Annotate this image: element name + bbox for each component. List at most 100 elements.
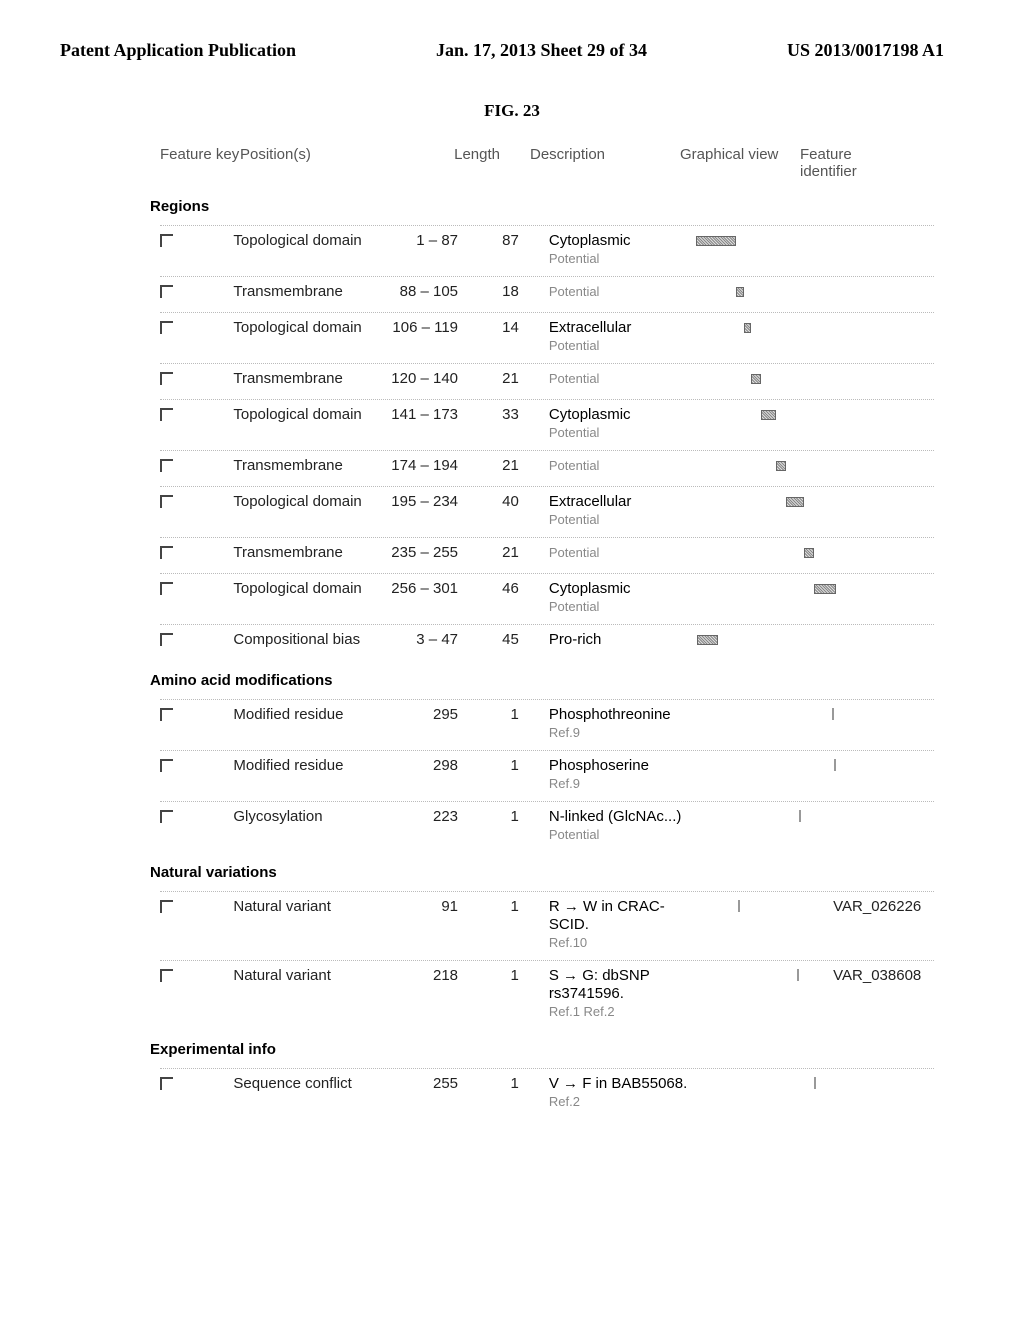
table-row: Natural variant2181S → G: dbSNP rs374159…: [160, 960, 934, 1029]
graphical-view-cell: [696, 232, 834, 246]
row-checkbox[interactable]: [160, 457, 233, 476]
desc-sub: Ref.2: [549, 1094, 580, 1109]
length-value: 45: [473, 631, 529, 648]
position-value: 195 – 234: [380, 493, 473, 510]
checkbox-icon: [160, 495, 173, 508]
col-position: Position(s): [240, 146, 400, 180]
length-value: 21: [473, 457, 529, 474]
desc-main: Pro-rich: [549, 631, 602, 648]
region-bar: [697, 635, 718, 645]
table-row: Topological domain1 – 8787CytoplasmicPot…: [160, 225, 934, 276]
graphical-view-cell: [696, 757, 834, 771]
row-checkbox[interactable]: [160, 757, 233, 776]
table-row: Modified residue2981PhosphoserineRef.9: [160, 750, 934, 801]
row-checkbox[interactable]: [160, 967, 233, 986]
row-checkbox[interactable]: [160, 544, 233, 563]
region-bar: [751, 374, 761, 384]
length-value: 1: [473, 967, 529, 984]
length-value: 21: [473, 370, 529, 387]
region-bar: [804, 548, 814, 558]
figure-title: FIG. 23: [30, 101, 994, 121]
feature-name: Modified residue: [233, 706, 380, 723]
position-value: 141 – 173: [380, 406, 473, 423]
row-checkbox[interactable]: [160, 406, 233, 425]
row-checkbox[interactable]: [160, 808, 233, 827]
checkbox-icon: [160, 633, 173, 646]
description-cell: Pro-rich: [529, 631, 696, 649]
checkbox-icon: [160, 582, 173, 595]
description-cell: S → G: dbSNP rs3741596.Ref.1 Ref.2: [529, 967, 696, 1021]
feature-table: Feature key Position(s) Length Descripti…: [30, 146, 994, 1119]
feature-name: Glycosylation: [233, 808, 380, 825]
row-checkbox[interactable]: [160, 898, 233, 917]
row-checkbox[interactable]: [160, 580, 233, 599]
position-value: 1 – 87: [380, 232, 473, 249]
table-row: Glycosylation2231 N-linked (GlcNAc...) Pot…: [160, 801, 934, 852]
table-row: Transmembrane235 – 25521Potential: [160, 537, 934, 573]
region-bar: [736, 287, 744, 297]
desc-main: Phosphothreonine: [549, 706, 671, 723]
desc-main: Cytoplasmic: [549, 406, 631, 423]
col-description: Description: [500, 146, 660, 180]
graphical-view-cell: [696, 283, 834, 297]
graphical-view-cell: [696, 967, 834, 981]
desc-sub: Potential: [549, 425, 600, 440]
desc-sub: Ref.10: [549, 935, 587, 950]
row-checkbox[interactable]: [160, 319, 233, 338]
desc-main: N-linked (GlcNAc...): [549, 808, 682, 825]
graphical-view-cell: [696, 1075, 834, 1089]
column-headers: Feature key Position(s) Length Descripti…: [160, 146, 934, 180]
row-checkbox[interactable]: [160, 370, 233, 389]
desc-sub: Potential: [549, 458, 600, 473]
desc-sub: Potential: [549, 251, 600, 266]
graphical-view-cell: [696, 898, 834, 912]
row-checkbox[interactable]: [160, 1075, 233, 1094]
position-value: 235 – 255: [380, 544, 473, 561]
desc-sub: Potential: [549, 827, 600, 842]
length-value: 46: [473, 580, 529, 597]
row-checkbox[interactable]: [160, 232, 233, 251]
row-checkbox[interactable]: [160, 706, 233, 725]
feature-name: Sequence conflict: [233, 1075, 380, 1092]
row-checkbox[interactable]: [160, 283, 233, 302]
feature-name: Compositional bias: [233, 631, 380, 648]
desc-main: Phosphoserine: [549, 757, 649, 774]
checkbox-icon: [160, 708, 173, 721]
description-cell: CytoplasmicPotential: [529, 232, 696, 268]
row-checkbox[interactable]: [160, 631, 233, 650]
description-cell: R → W in CRAC-SCID. Ref.10: [529, 898, 696, 952]
region-bar: [814, 584, 836, 594]
position-tick: [738, 900, 740, 912]
col-feature-identifier: Feature identifier: [800, 146, 900, 180]
table-row: Modified residue2951PhosphothreonineRef.…: [160, 699, 934, 750]
checkbox-icon: [160, 810, 173, 823]
description-cell: ExtracellularPotential: [529, 319, 696, 355]
feature-name: Topological domain: [233, 406, 380, 423]
desc-sub: Potential: [549, 371, 600, 386]
position-value: 91: [380, 898, 473, 915]
table-row: Topological domain106 – 11914Extracellul…: [160, 312, 934, 363]
checkbox-icon: [160, 234, 173, 247]
position-value: 174 – 194: [380, 457, 473, 474]
position-tick: [834, 759, 836, 771]
row-checkbox[interactable]: [160, 493, 233, 512]
feature-name: Topological domain: [233, 319, 380, 336]
description-cell: Potential: [529, 283, 696, 301]
desc-main: R → W in CRAC-SCID.: [549, 898, 665, 933]
length-value: 1: [473, 898, 529, 915]
position-value: 256 – 301: [380, 580, 473, 597]
graphical-view-cell: [696, 544, 834, 558]
position-value: 223: [380, 808, 473, 825]
checkbox-icon: [160, 759, 173, 772]
desc-sub: Ref.9: [549, 725, 580, 740]
region-bar: [744, 323, 751, 333]
feature-name: Topological domain: [233, 580, 380, 597]
table-row: Topological domain195 – 23440Extracellul…: [160, 486, 934, 537]
graphical-view-cell: [696, 580, 834, 594]
section-title: Experimental info: [150, 1041, 934, 1058]
header-left: Patent Application Publication: [60, 40, 296, 61]
position-value: 3 – 47: [380, 631, 473, 648]
position-value: 120 – 140: [380, 370, 473, 387]
table-row: Topological domain141 – 17333Cytoplasmic…: [160, 399, 934, 450]
length-value: 1: [473, 808, 529, 825]
